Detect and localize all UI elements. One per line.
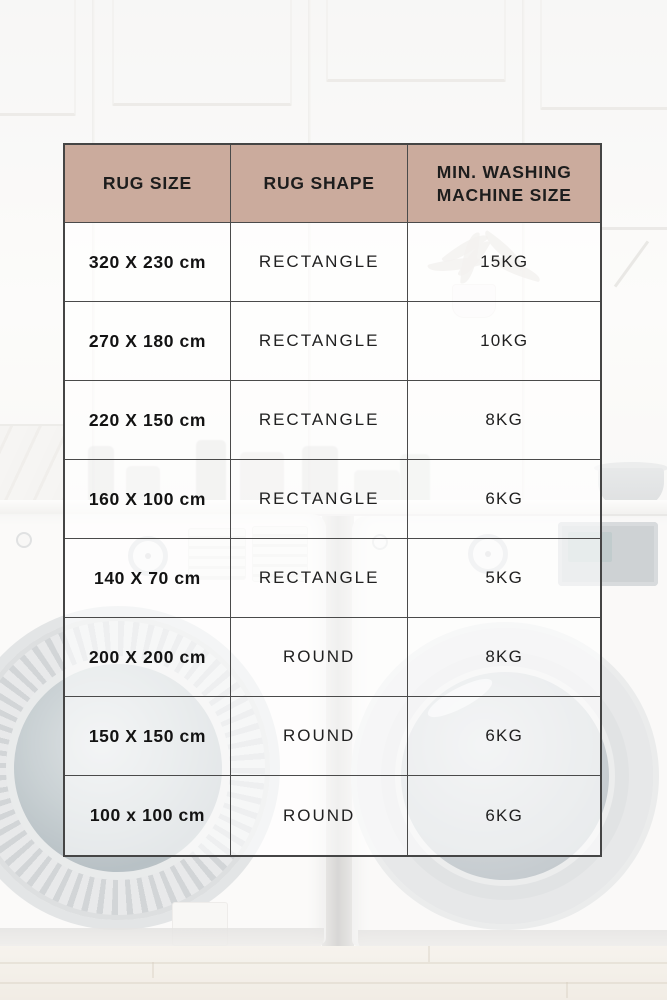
machine-capacity-cell: 6KG xyxy=(408,460,600,539)
machine-capacity-cell: 15KG xyxy=(408,223,600,302)
rug-shape-cell: ROUND xyxy=(230,776,409,855)
rug-shape-cell: RECTANGLE xyxy=(230,223,409,302)
rug-size-cell: 270 X 180 cm xyxy=(65,302,231,381)
cabinet-panel xyxy=(540,0,667,110)
machine-capacity-cell: 8KG xyxy=(408,381,600,460)
rug-shape-cell: ROUND xyxy=(230,618,409,697)
machine-capacity-cell: 6KG xyxy=(408,776,600,855)
rug-shape-cell: RECTANGLE xyxy=(230,539,409,618)
machine-capacity-cell: 10KG xyxy=(408,302,600,381)
rug-shape-cell: RECTANGLE xyxy=(230,381,409,460)
floor-plank-seam xyxy=(152,962,154,978)
floor-plank-seam xyxy=(566,982,568,998)
floor-plank-line xyxy=(0,962,667,964)
rug-size-cell: 200 X 200 cm xyxy=(65,618,231,697)
rug-shape-cell: ROUND xyxy=(230,697,409,776)
column-header-rug-shape: RUG SHAPE xyxy=(230,145,409,223)
rug-shape-cell: RECTANGLE xyxy=(230,302,409,381)
machine-capacity-cell: 6KG xyxy=(408,697,600,776)
marble-counter xyxy=(0,424,64,504)
column-header-machine-size: MIN. WASHING MACHINE SIZE xyxy=(408,145,600,223)
rug-size-cell: 220 X 150 cm xyxy=(65,381,231,460)
machine-shadow xyxy=(0,928,324,950)
column-header-rug-size: RUG SIZE xyxy=(65,145,231,223)
rug-size-cell: 140 X 70 cm xyxy=(65,539,231,618)
rug-size-cell: 150 X 150 cm xyxy=(65,697,231,776)
rug-shape-cell: RECTANGLE xyxy=(230,460,409,539)
floor-plank-seam xyxy=(428,946,430,962)
brand-logo-left xyxy=(16,532,32,548)
rug-size-cell: 320 X 230 cm xyxy=(65,223,231,302)
wood-floor xyxy=(0,946,667,1000)
cabinet-panel xyxy=(0,0,76,116)
cabinet-panel xyxy=(326,0,506,82)
rug-size-cell: 100 x 100 cm xyxy=(65,776,231,855)
floor-plank-line xyxy=(0,982,667,984)
shelf-edge xyxy=(600,227,667,230)
machine-capacity-cell: 8KG xyxy=(408,618,600,697)
rug-washing-size-table: RUG SIZE RUG SHAPE MIN. WASHING MACHINE … xyxy=(63,143,602,857)
cabinet-panel xyxy=(112,0,292,106)
machine-capacity-cell: 5KG xyxy=(408,539,600,618)
rug-size-cell: 160 X 100 cm xyxy=(65,460,231,539)
